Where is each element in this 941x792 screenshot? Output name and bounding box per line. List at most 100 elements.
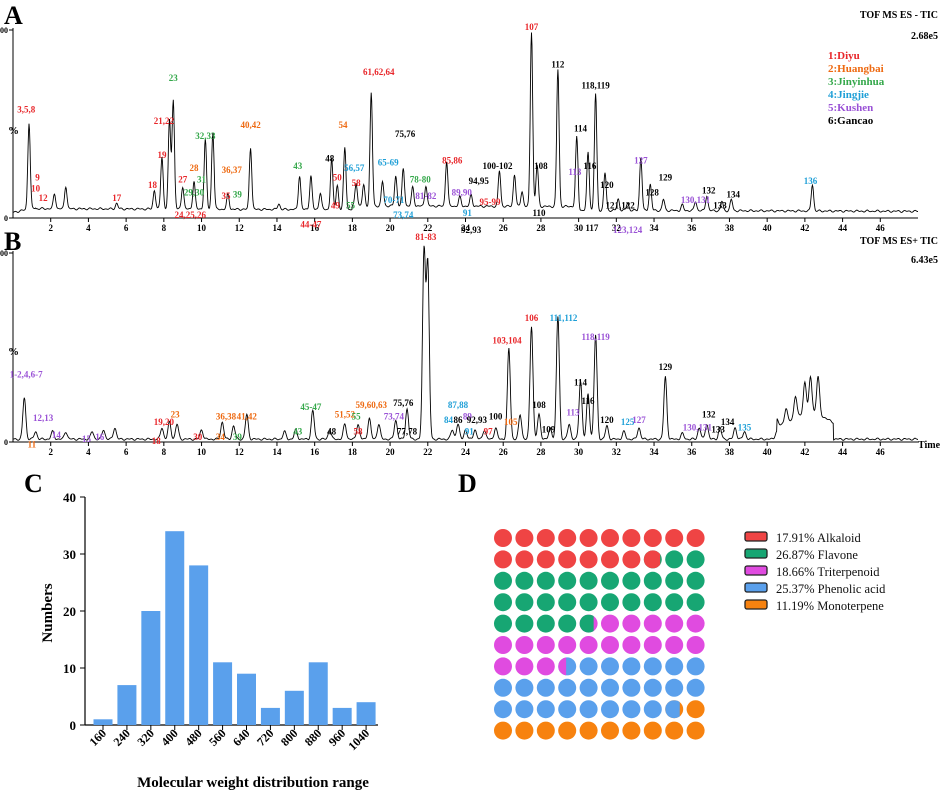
x-tick-label: 8 [162, 223, 167, 233]
peak-label: 32,33 [195, 131, 216, 141]
waffle-cell [515, 550, 534, 569]
waffle-cell [536, 678, 555, 697]
peak-label: 70-71 [383, 195, 404, 205]
x-tick-label: 960 [326, 726, 349, 749]
peak-label: 78-80 [410, 174, 431, 184]
peak-label: 35 [222, 191, 232, 201]
waffle-cell [622, 571, 641, 590]
waffle-cell [579, 571, 598, 590]
peak-label: 129 [659, 362, 673, 372]
x-tick-label: 16 [310, 447, 320, 457]
peak-label: 14 [52, 430, 62, 440]
panel-a-trace [12, 32, 918, 213]
waffle-cell [558, 700, 577, 719]
waffle-cell [558, 571, 577, 590]
waffle-cell [558, 614, 577, 633]
x-tick-label: 30 [574, 223, 584, 233]
waffle-cell-part [665, 700, 680, 719]
legend-item-jingjie: 4:Jingjie [828, 89, 869, 101]
waffle-cell [665, 571, 684, 590]
waffle-cell [686, 614, 705, 633]
peak-label: 89,90 [452, 187, 473, 197]
waffle-cell [579, 700, 598, 719]
waffle-cell [579, 678, 598, 697]
waffle-cell [601, 700, 619, 719]
peak-label: 31 [197, 174, 207, 184]
bar-480 [189, 565, 209, 725]
peak-label: 41,42 [237, 411, 258, 421]
waffle-cell [515, 721, 534, 740]
x-tick-label: 320 [134, 726, 157, 749]
peak-label: 118,119 [581, 332, 610, 342]
peak-label: 49 [331, 201, 341, 211]
legend-item-huangbai: 2:Huangbai [828, 63, 884, 75]
peak-label: 55 [346, 201, 356, 211]
waffle-cell [601, 721, 619, 740]
waffle-cell [558, 529, 577, 547]
waffle-cell [686, 721, 705, 740]
panel-a-chromatogram: A TOF MS ES - TIC 2.68e5 % 1:Diyu2:Huang… [0, 1, 938, 235]
x-tick-label: 26 [499, 447, 509, 457]
peak-label: 108 [532, 400, 546, 410]
x-tick-label: 30 [574, 447, 584, 457]
bar-400 [165, 531, 185, 725]
x-tick-label: 22 [423, 447, 433, 457]
panel-c-bars [93, 531, 376, 725]
panel-a-legend: 1:Diyu2:Huangbai3:Jinyinhua4:Jingjie5:Ku… [828, 50, 885, 127]
waffle-cell [515, 593, 534, 612]
waffle-cell [515, 529, 534, 547]
peak-label: 85,86 [442, 155, 463, 165]
waffle-cell [643, 529, 662, 547]
waffle-cell [601, 593, 619, 612]
x-tick-label: 480 [182, 726, 205, 749]
waffle-cell [686, 593, 705, 612]
peak-label: 3,5,8 [17, 105, 36, 115]
peak-label: 18 [148, 180, 158, 190]
peak-label: 56,57 [344, 163, 365, 173]
peak-label: 23 [169, 73, 179, 83]
peak-label: 110 [533, 208, 547, 218]
panel-b-chromatogram: B TOF MS ES+ TIC 6.43e5 % Time 010024681… [0, 227, 941, 457]
peak-label: 103,104 [492, 336, 522, 346]
peak-label: 107 [525, 22, 539, 32]
waffle-cell [643, 636, 662, 654]
peak-label: 87,88 [448, 400, 469, 410]
y-tick-label: 100 [0, 249, 8, 258]
waffle-cell [643, 614, 662, 633]
peak-label: 17 [112, 193, 122, 203]
waffle-cell [579, 721, 598, 740]
peak-label: 36,37 [222, 165, 243, 175]
panel-d-legend: 17.91% Alkaloid 26.87% Flavone 18.66% Trit… [744, 531, 886, 613]
y-tick-label: 0 [4, 438, 8, 447]
peak-label: 34 [216, 432, 226, 442]
bar-320 [141, 611, 161, 725]
peak-label: 51,52 [335, 409, 356, 419]
peak-label: 58 [354, 426, 364, 436]
waffle-cell [494, 614, 512, 633]
x-tick-label: 20 [386, 223, 396, 233]
panel-b-title: TOF MS ES+ TIC [860, 236, 938, 247]
x-tick-label: 1040 [345, 726, 372, 753]
panel-a-axes: 0100246810121416182022242628303234363840… [0, 26, 918, 233]
peak-label: 127 [634, 155, 648, 165]
waffle-cell [622, 550, 641, 569]
peak-label: 95-99 [480, 197, 501, 207]
peak-label: 39 [233, 189, 243, 199]
panel-d-waffle-grid [494, 529, 705, 740]
waffle-cell [579, 657, 598, 676]
waffle-cell [579, 529, 598, 547]
x-tick-label: 38 [725, 447, 735, 457]
peak-label: 29,30 [184, 187, 205, 197]
waffle-cell [494, 636, 512, 654]
waffle-cell [494, 657, 512, 676]
peak-label: 21,22 [154, 116, 175, 126]
panel-b-trace [12, 245, 918, 441]
legend-item-monoterpene: 11.19% Monoterpene [776, 599, 884, 613]
waffle-cell [665, 593, 684, 612]
waffle-cell [601, 571, 619, 590]
x-tick-label: 2 [48, 223, 53, 233]
x-tick-label: 640 [230, 726, 253, 749]
peak-label: 48 [327, 426, 337, 436]
bar-560 [213, 662, 233, 725]
